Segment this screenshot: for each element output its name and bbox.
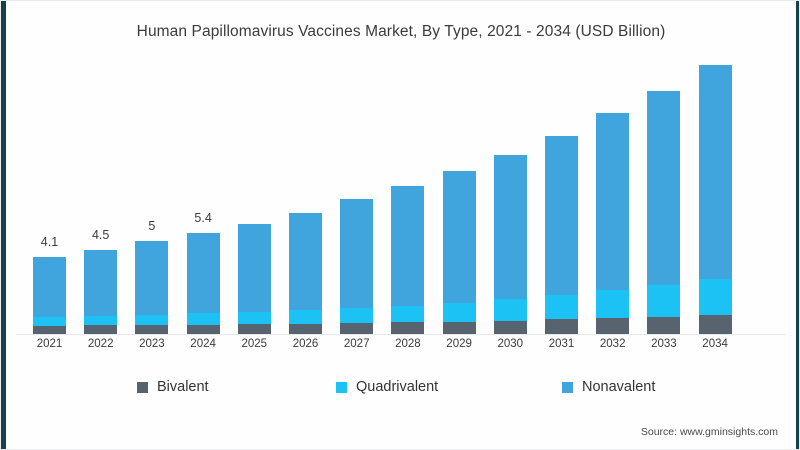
bar-segment-quadrivalent[interactable] — [186, 313, 220, 325]
x-tick-2030: 2030 — [497, 338, 524, 350]
plot-area: 4.1 4.5 5 5.4 — [6, 61, 796, 336]
bar-segment-nonavalent[interactable] — [647, 91, 681, 285]
bar-value-label: 5.4 — [194, 211, 212, 226]
bar-segment-quadrivalent[interactable] — [698, 278, 732, 316]
bar-group[interactable]: 5.4 — [186, 211, 220, 334]
x-tick-2028: 2028 — [395, 338, 421, 350]
bar-group[interactable]: 4.5 — [84, 228, 118, 334]
bar-segment-nonavalent[interactable] — [186, 233, 220, 314]
bar-segment-nonavalent[interactable] — [289, 212, 322, 311]
bar-group[interactable] — [647, 91, 681, 334]
bar-segment-quadrivalent[interactable] — [33, 317, 66, 326]
bar-segment-bivalent[interactable] — [186, 324, 220, 334]
bar-group[interactable]: 4.1 — [33, 235, 66, 334]
x-tick-2023: 2023 — [139, 338, 165, 350]
x-tick-2029: 2029 — [446, 338, 472, 350]
legend-item-quadrivalent[interactable]: Quadrivalent — [336, 379, 438, 395]
bar-group[interactable] — [545, 135, 578, 334]
bar-segment-quadrivalent[interactable] — [84, 316, 118, 326]
legend-label: Nonavalent — [582, 379, 656, 395]
bar-segment-quadrivalent[interactable] — [545, 295, 578, 320]
x-tick-2032: 2032 — [599, 338, 626, 350]
source-attribution: Source: www.gminsights.com — [640, 426, 778, 438]
bar-segment-nonavalent[interactable] — [391, 186, 425, 306]
bar-segment-nonavalent[interactable] — [237, 223, 271, 313]
legend-item-bivalent[interactable]: Bivalent — [137, 379, 209, 395]
bar-group[interactable] — [596, 113, 630, 334]
legend-swatch-nonavalent-icon — [562, 381, 573, 393]
x-tick-2033: 2033 — [651, 338, 677, 350]
right-edge-accent — [794, 1, 799, 449]
legend-item-nonavalent[interactable]: Nonavalent — [562, 379, 655, 395]
bar-segment-nonavalent[interactable] — [698, 64, 732, 279]
bar-segment-bivalent[interactable] — [391, 322, 425, 334]
x-axis-line — [16, 334, 786, 335]
bar-segment-bivalent[interactable] — [289, 323, 322, 334]
bar-group[interactable] — [493, 154, 527, 334]
bar-segment-bivalent[interactable] — [340, 323, 374, 334]
x-tick-2025: 2025 — [241, 338, 268, 350]
bar-value-label: 4.1 — [40, 235, 59, 250]
bar-group[interactable] — [442, 171, 476, 334]
chart-inner-panel: Human Papillomavirus Vaccines Market, By… — [6, 1, 796, 449]
bar-segment-quadrivalent[interactable] — [340, 308, 374, 324]
bar-segment-nonavalent[interactable] — [84, 249, 118, 317]
bar-segment-nonavalent[interactable] — [545, 135, 578, 296]
x-tick-2024: 2024 — [190, 338, 216, 350]
bar-segment-quadrivalent[interactable] — [442, 302, 476, 322]
bar-segment-quadrivalent[interactable] — [135, 314, 169, 326]
bar-segment-bivalent[interactable] — [545, 319, 578, 334]
bar-value-label: 5 — [148, 218, 156, 233]
bar-segment-nonavalent[interactable] — [596, 113, 630, 291]
bar-segment-nonavalent[interactable] — [340, 199, 374, 309]
x-tick-2027: 2027 — [343, 338, 370, 350]
bar-group[interactable] — [237, 223, 271, 334]
bar-segment-bivalent[interactable] — [493, 320, 527, 334]
bar-group[interactable] — [391, 186, 425, 334]
x-axis-tick-labels: 2021 2022 2023 2024 2025 2026 2027 2028 2029 2030… — [6, 338, 796, 356]
bar-group[interactable] — [698, 64, 732, 334]
chart-legend: Bivalent Quadrivalent Nonavalent — [6, 379, 796, 403]
chart-title: Human Papillomavirus Vaccines Market, By… — [136, 23, 666, 40]
bar-segment-bivalent[interactable] — [33, 325, 66, 334]
bar-segment-quadrivalent[interactable] — [647, 284, 681, 317]
bar-segment-nonavalent[interactable] — [33, 257, 66, 318]
bar-segment-bivalent[interactable] — [237, 324, 271, 334]
bar-segment-nonavalent[interactable] — [442, 171, 476, 303]
bar-value-label: 4.5 — [91, 227, 110, 242]
bar-segment-quadrivalent[interactable] — [289, 310, 322, 324]
bar-segment-bivalent[interactable] — [84, 325, 118, 334]
legend-swatch-bivalent-icon — [137, 381, 148, 393]
bar-segment-nonavalent[interactable] — [135, 240, 169, 315]
bar-segment-bivalent[interactable] — [596, 318, 630, 334]
bar-segment-bivalent[interactable] — [442, 321, 476, 334]
bar-segment-quadrivalent[interactable] — [493, 299, 527, 321]
legend-swatch-quadrivalent-icon — [336, 381, 347, 393]
bar-segment-bivalent[interactable] — [135, 325, 169, 334]
x-tick-2031: 2031 — [548, 338, 575, 350]
bar-segment-bivalent[interactable] — [647, 316, 681, 334]
bar-segment-nonavalent[interactable] — [493, 154, 527, 300]
x-tick-2034: 2034 — [702, 338, 728, 350]
legend-label: Quadrivalent — [356, 379, 439, 395]
legend-label: Bivalent — [157, 379, 209, 395]
bar-segment-quadrivalent[interactable] — [391, 305, 425, 323]
bar-segment-quadrivalent[interactable] — [596, 290, 630, 319]
x-tick-2022: 2022 — [87, 338, 114, 350]
bar-group[interactable] — [289, 212, 322, 334]
bar-group[interactable]: 5 — [135, 219, 169, 334]
left-edge-accent — [1, 1, 6, 449]
bar-group[interactable] — [340, 199, 374, 334]
x-tick-2021: 2021 — [36, 338, 63, 350]
x-tick-2026: 2026 — [292, 338, 319, 350]
bar-segment-bivalent[interactable] — [698, 315, 732, 334]
bar-segment-quadrivalent[interactable] — [237, 312, 271, 325]
